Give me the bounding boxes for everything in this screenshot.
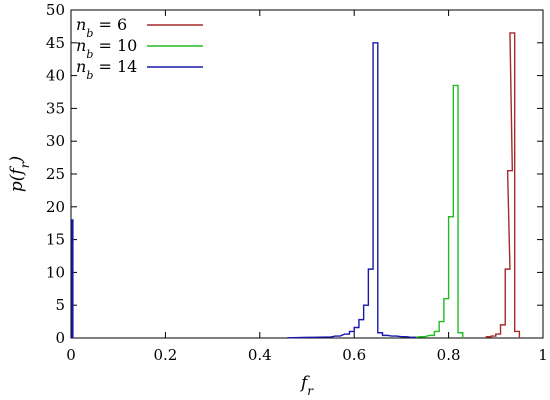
x-tick-label: 0.6 — [342, 346, 366, 364]
x-tick-label: 1 — [538, 346, 548, 364]
series-1 — [410, 84, 464, 339]
x-tick-label: 0.4 — [248, 346, 272, 364]
x-tick-label: 0 — [66, 346, 76, 364]
histogram-line — [410, 84, 464, 339]
x-tick-label: 0.2 — [153, 346, 177, 364]
histogram-line — [485, 32, 521, 338]
x-tick-label: 0.8 — [437, 346, 461, 364]
y-tick-label: 5 — [55, 296, 65, 314]
y-tick-label: 50 — [46, 1, 65, 19]
legend-label: nb = 14 — [76, 57, 137, 82]
series-0 — [485, 32, 521, 338]
y-tick-label: 15 — [46, 231, 65, 249]
x-axis-label: fr — [299, 373, 314, 398]
y-tick-label: 0 — [55, 329, 65, 347]
y-tick-label: 20 — [46, 198, 65, 216]
y-tick-label: 45 — [46, 34, 65, 52]
y-tick-label: 25 — [46, 165, 65, 183]
y-axis-label: p(fr) — [7, 156, 32, 192]
plot-frame — [70, 9, 544, 339]
y-tick-label: 35 — [46, 99, 65, 117]
y-tick-label: 40 — [46, 67, 65, 85]
histogram-line — [71, 42, 417, 339]
legend-label: nb = 10 — [76, 36, 137, 61]
series-2 — [71, 42, 417, 339]
legend-label: nb = 6 — [76, 15, 127, 40]
y-tick-label: 10 — [46, 263, 65, 281]
y-tick-label: 30 — [46, 132, 65, 150]
